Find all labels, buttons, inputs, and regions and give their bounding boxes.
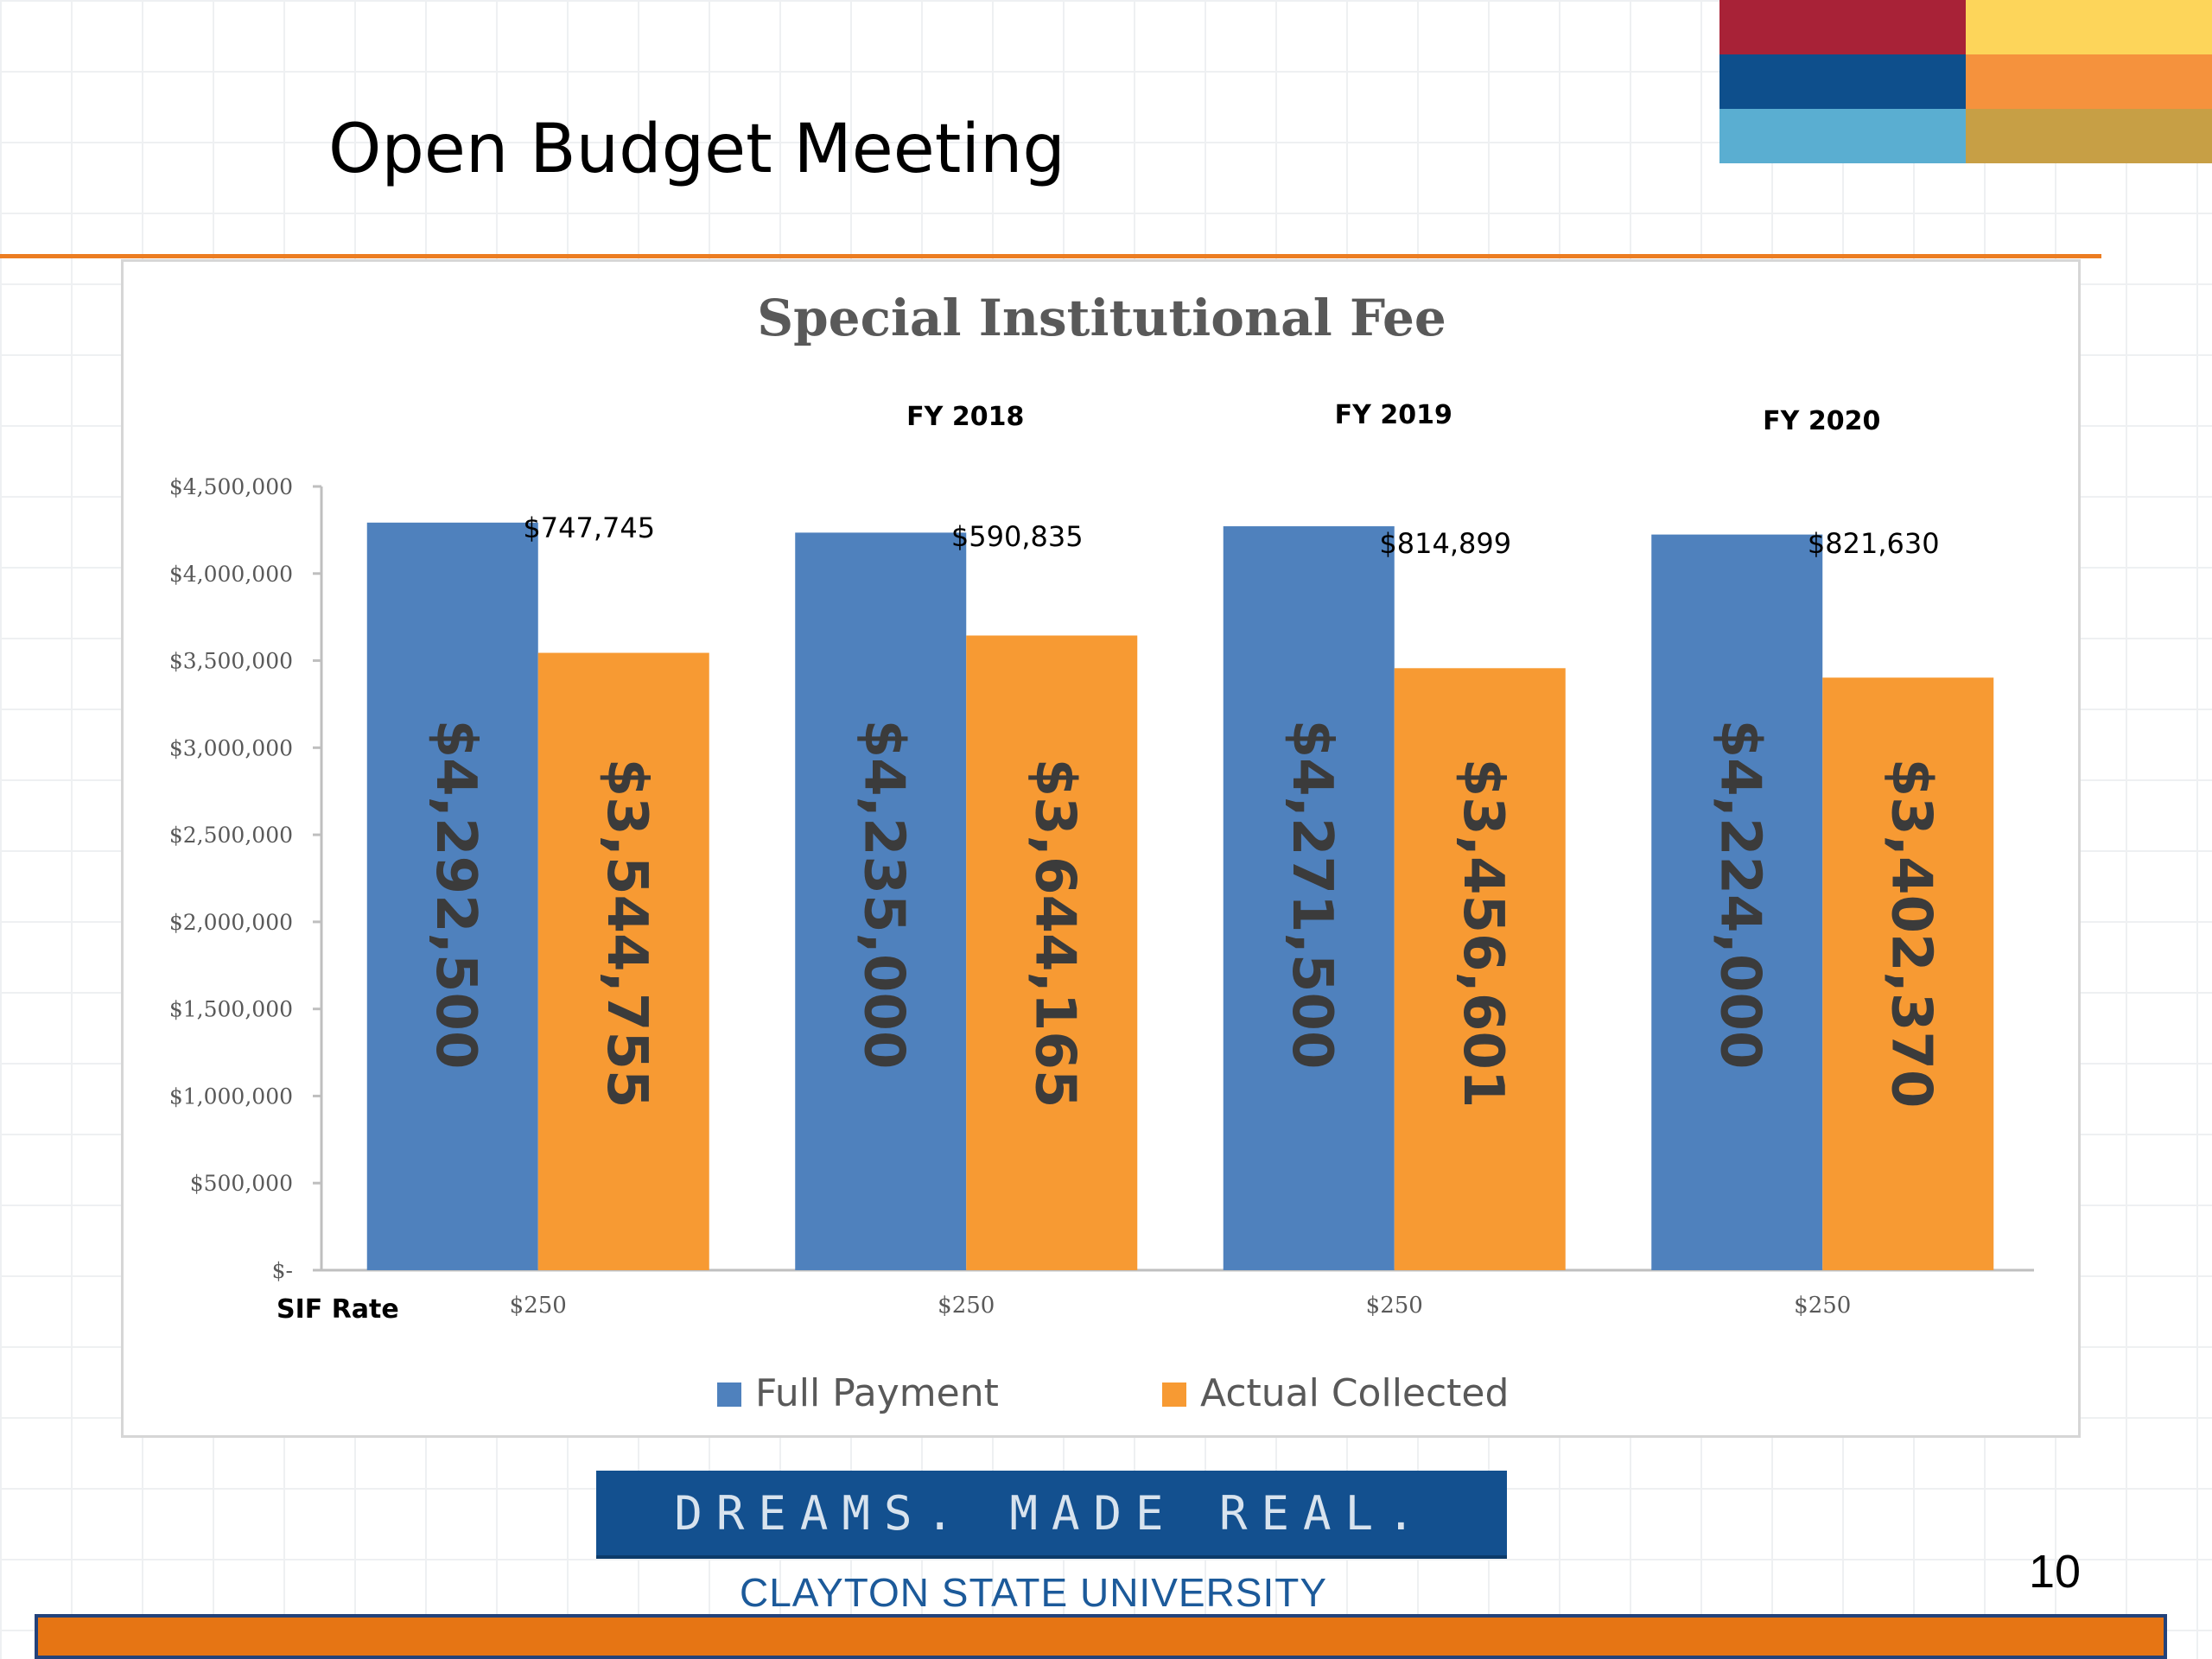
y-tick-label: $2,500,000 [169, 823, 293, 848]
bar-full-payment [1651, 534, 1823, 1270]
bar-value-label-actual-collected: $3,402,370 [1879, 759, 1943, 1109]
page-number: 10 [2029, 1546, 2082, 1598]
category-label: FY 2018 [906, 402, 1024, 432]
corner-color-blocks [1719, 0, 2212, 164]
difference-label: $814,899 [1379, 527, 1511, 560]
legend-label-full-payment: Full Payment [755, 1371, 999, 1415]
y-tick-label: $3,000,000 [169, 735, 293, 760]
sif-rate-value: $250 [1366, 1293, 1423, 1319]
legend-swatch-full-payment [717, 1382, 741, 1407]
chart-title: Special Institutional Fee [757, 289, 1446, 347]
y-tick-label: $3,500,000 [169, 649, 293, 674]
bar-full-payment [366, 522, 538, 1270]
bar-value-label-actual-collected: $3,544,755 [594, 759, 658, 1109]
bar-actual-collected [537, 652, 709, 1270]
bar-value-label-full-payment: $4,292,500 [423, 720, 487, 1070]
category-label: FY 2019 [1335, 400, 1452, 430]
y-tick-label: $500,000 [190, 1171, 293, 1196]
bar-full-payment [795, 532, 967, 1270]
difference-label: $821,630 [1808, 527, 1940, 560]
corner-block-4 [1966, 54, 2212, 109]
tagline-text: DREAMS. MADE REAL. [674, 1485, 1429, 1541]
corner-block-2 [1966, 0, 2212, 54]
y-tick-label: $1,000,000 [169, 1084, 293, 1109]
footer-bar [35, 1614, 2167, 1659]
corner-block-1 [1719, 0, 1966, 54]
slide-title: Open Budget Meeting [328, 111, 1065, 188]
bar-value-label-full-payment: $4,235,000 [852, 720, 916, 1070]
bar-value-label-actual-collected: $3,456,601 [1451, 759, 1515, 1109]
bar-full-payment [1223, 526, 1395, 1270]
bar-actual-collected [966, 635, 1138, 1270]
title-underline [0, 254, 2101, 258]
bar-actual-collected [1822, 677, 1994, 1270]
bar-value-label-full-payment: $4,224,000 [1708, 720, 1772, 1070]
sif-rate-value: $250 [510, 1293, 567, 1319]
y-tick-label: $1,500,000 [169, 997, 293, 1022]
legend-swatch-actual-collected [1162, 1382, 1186, 1407]
bar-chart: Special Institutional Fee $- $500,000 $1,00… [169, 289, 2034, 1415]
corner-block-3 [1719, 54, 1966, 109]
bar-value-label-full-payment: $4,271,500 [1280, 720, 1344, 1070]
sif-rate-value: $250 [938, 1293, 995, 1319]
y-tick-label: $4,500,000 [169, 474, 293, 499]
y-tick-label: $- [272, 1258, 293, 1283]
difference-label: $747,745 [523, 512, 655, 544]
legend-label-actual-collected: Actual Collected [1200, 1371, 1509, 1415]
y-tick-label: $2,000,000 [169, 910, 293, 935]
corner-block-5 [1719, 109, 1966, 163]
corner-block-6 [1966, 109, 2212, 163]
university-name: CLAYTON STATE UNIVERSITY [740, 1570, 1328, 1615]
y-tick-label: $4,000,000 [169, 562, 293, 587]
bar-actual-collected [1394, 668, 1566, 1270]
bar-value-label-actual-collected: $3,644,165 [1023, 759, 1087, 1109]
category-label: FY 2020 [1763, 406, 1880, 436]
sif-rate-value: $250 [1794, 1293, 1851, 1319]
tagline-banner: DREAMS. MADE REAL. [596, 1471, 1507, 1559]
sif-rate-label: SIF Rate [276, 1294, 399, 1325]
difference-label: $590,835 [951, 520, 1084, 553]
